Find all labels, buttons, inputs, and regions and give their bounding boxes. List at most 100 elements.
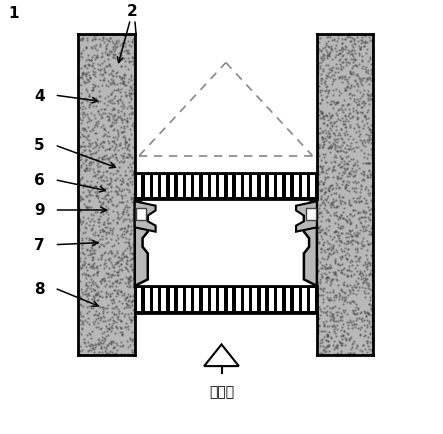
Point [89, 72, 97, 79]
Point [307, 275, 314, 282]
Point [129, 250, 136, 257]
Point [326, 53, 333, 59]
Point [324, 342, 331, 349]
Point [303, 220, 311, 227]
Point [334, 351, 342, 358]
Point [341, 121, 348, 128]
Point [141, 218, 148, 225]
Point [105, 156, 112, 163]
Point [79, 112, 86, 118]
Point [303, 215, 310, 222]
Point [99, 156, 106, 163]
Point [312, 249, 319, 256]
Point [136, 250, 143, 257]
Point [131, 251, 138, 258]
Point [336, 161, 343, 168]
Point [144, 206, 151, 213]
Point [359, 315, 366, 322]
Point [139, 228, 146, 235]
Point [344, 187, 351, 194]
Point [105, 133, 113, 140]
Point [117, 181, 124, 188]
Point [136, 278, 143, 285]
Point [89, 36, 97, 43]
Point [109, 264, 117, 271]
Point [369, 221, 377, 228]
Point [142, 220, 149, 227]
Point [91, 250, 98, 257]
Point [86, 165, 93, 172]
Point [350, 162, 357, 169]
Point [354, 209, 361, 216]
Point [108, 92, 115, 99]
Point [91, 45, 98, 52]
Point [106, 283, 113, 289]
Point [336, 317, 343, 324]
Point [301, 241, 308, 248]
Point [361, 178, 368, 184]
Point [351, 271, 358, 278]
Point [142, 217, 149, 224]
Point [138, 210, 145, 217]
Point [312, 226, 319, 233]
Point [103, 168, 110, 175]
Point [351, 246, 358, 253]
Point [83, 119, 90, 126]
Point [310, 218, 317, 225]
Point [134, 213, 141, 220]
Point [334, 99, 342, 106]
Point [148, 204, 155, 211]
Point [83, 291, 90, 298]
Point [133, 228, 140, 235]
Point [77, 194, 84, 201]
Point [128, 181, 136, 188]
Point [82, 316, 89, 323]
Point [338, 194, 345, 201]
Point [106, 35, 113, 42]
Point [311, 275, 319, 282]
Point [85, 93, 93, 100]
Point [129, 123, 136, 130]
Point [120, 187, 127, 194]
Point [127, 303, 134, 310]
Point [75, 75, 82, 82]
Point [353, 321, 360, 328]
Point [144, 253, 151, 260]
Point [331, 77, 338, 84]
Point [139, 242, 146, 249]
Point [113, 325, 120, 332]
Point [352, 185, 359, 192]
Point [115, 291, 122, 298]
Point [85, 124, 92, 131]
Point [128, 195, 136, 202]
Point [310, 224, 317, 231]
Point [302, 205, 309, 212]
Point [301, 263, 308, 270]
Point [104, 217, 111, 224]
Point [338, 238, 345, 245]
Point [83, 293, 90, 300]
Point [315, 229, 323, 236]
Point [296, 217, 303, 224]
Point [302, 249, 309, 256]
Point [317, 270, 324, 277]
Point [87, 347, 94, 354]
Point [113, 304, 120, 311]
Point [81, 270, 88, 277]
Point [126, 91, 133, 98]
Point [309, 235, 316, 242]
Point [311, 204, 318, 211]
Point [134, 222, 141, 229]
Point [101, 188, 108, 195]
Point [135, 213, 142, 220]
Point [369, 105, 376, 112]
Point [328, 201, 335, 208]
Point [354, 145, 361, 151]
Point [117, 199, 124, 206]
Point [137, 268, 144, 275]
Point [83, 96, 90, 103]
Point [132, 268, 139, 275]
Point [339, 139, 346, 146]
Point [338, 91, 345, 98]
Point [304, 250, 311, 256]
